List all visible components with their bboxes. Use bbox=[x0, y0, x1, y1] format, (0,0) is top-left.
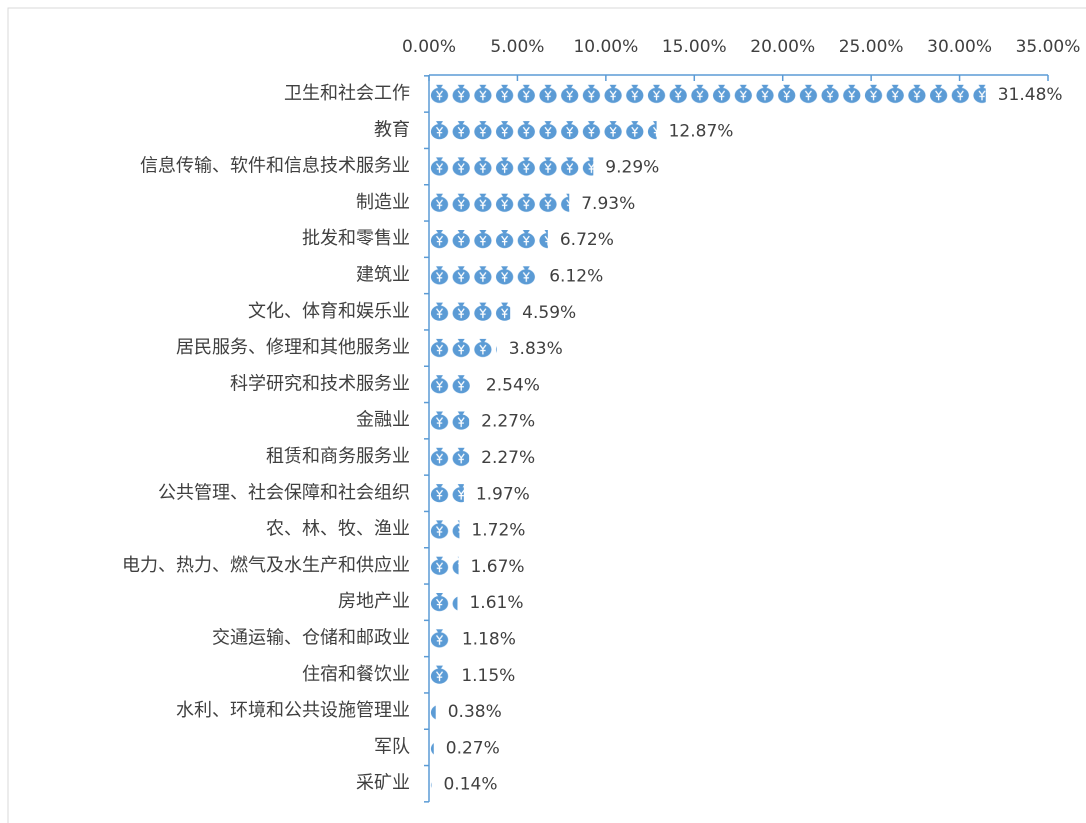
bar bbox=[429, 192, 570, 215]
category-label: 住宿和餐饮业 bbox=[302, 664, 410, 685]
value-label: 2.27% bbox=[481, 412, 535, 432]
value-label: 0.38% bbox=[448, 702, 502, 722]
x-tick-label: 30.00% bbox=[927, 37, 992, 57]
bar bbox=[429, 519, 460, 542]
value-label: 1.72% bbox=[471, 521, 525, 541]
value-label: 0.14% bbox=[443, 775, 497, 795]
value-label: 0.27% bbox=[446, 738, 500, 758]
x-tick-label: 15.00% bbox=[662, 37, 727, 57]
x-tick-label: 35.00% bbox=[1016, 37, 1081, 57]
value-label: 1.97% bbox=[476, 484, 530, 504]
category-label: 制造业 bbox=[356, 192, 410, 213]
value-label: 6.72% bbox=[560, 230, 614, 250]
category-label: 房地产业 bbox=[338, 591, 410, 612]
category-label: 军队 bbox=[374, 736, 410, 757]
bar bbox=[429, 664, 450, 687]
category-label: 文化、体育和娱乐业 bbox=[248, 301, 410, 322]
x-tick-label: 25.00% bbox=[839, 37, 904, 57]
category-label: 水利、环境和公共设施管理业 bbox=[176, 700, 410, 721]
bar bbox=[429, 156, 594, 179]
category-label: 交通运输、仓储和邮政业 bbox=[212, 628, 410, 649]
category-label: 居民服务、修理和其他服务业 bbox=[176, 337, 410, 358]
bar bbox=[429, 410, 470, 433]
bar bbox=[429, 84, 986, 106]
bar bbox=[429, 555, 459, 578]
value-label: 1.15% bbox=[461, 666, 515, 686]
bar bbox=[429, 229, 548, 252]
bar bbox=[429, 301, 511, 324]
bar bbox=[429, 773, 432, 796]
value-label: 31.48% bbox=[998, 85, 1063, 105]
category-label: 建筑业 bbox=[356, 265, 410, 286]
bar bbox=[429, 737, 434, 760]
category-label: 卫生和社会工作 bbox=[284, 83, 410, 104]
frame bbox=[7, 7, 1086, 823]
bar bbox=[429, 447, 470, 469]
x-tick-label: 20.00% bbox=[750, 37, 815, 57]
value-label: 1.61% bbox=[469, 593, 523, 613]
value-label: 9.29% bbox=[605, 158, 659, 178]
category-label: 科学研究和技术服务业 bbox=[230, 373, 410, 394]
category-label: 电力、热力、燃气及水生产和供应业 bbox=[122, 555, 410, 576]
x-tick-label: 0.00% bbox=[402, 37, 456, 57]
bar bbox=[429, 265, 538, 288]
value-label: 6.12% bbox=[549, 267, 603, 287]
value-label: 1.67% bbox=[471, 557, 525, 577]
bar bbox=[429, 338, 497, 361]
x-tick-label: 5.00% bbox=[490, 37, 544, 57]
value-label: 7.93% bbox=[581, 194, 635, 214]
value-label: 2.54% bbox=[486, 375, 540, 395]
value-label: 3.83% bbox=[509, 339, 563, 359]
value-label: 1.18% bbox=[462, 630, 516, 650]
category-label: 采矿业 bbox=[356, 773, 410, 794]
value-label: 12.87% bbox=[669, 121, 734, 141]
category-label: 金融业 bbox=[356, 410, 410, 431]
x-tick-label: 10.00% bbox=[573, 37, 638, 57]
bar bbox=[429, 374, 474, 397]
category-label: 信息传输、软件和信息技术服务业 bbox=[140, 156, 410, 177]
category-label: 教育 bbox=[374, 119, 410, 140]
category-label: 农、林、牧、渔业 bbox=[266, 519, 410, 540]
value-label: 2.27% bbox=[481, 448, 535, 468]
bar bbox=[429, 628, 450, 651]
category-label: 批发和零售业 bbox=[302, 228, 410, 249]
bar bbox=[429, 483, 464, 506]
bar bbox=[429, 701, 436, 724]
bar bbox=[429, 592, 458, 615]
bar bbox=[429, 120, 657, 143]
value-label: 4.59% bbox=[522, 303, 576, 323]
category-label: 公共管理、社会保障和社会组织 bbox=[158, 482, 410, 503]
category-label: 租赁和商务服务业 bbox=[266, 446, 410, 467]
